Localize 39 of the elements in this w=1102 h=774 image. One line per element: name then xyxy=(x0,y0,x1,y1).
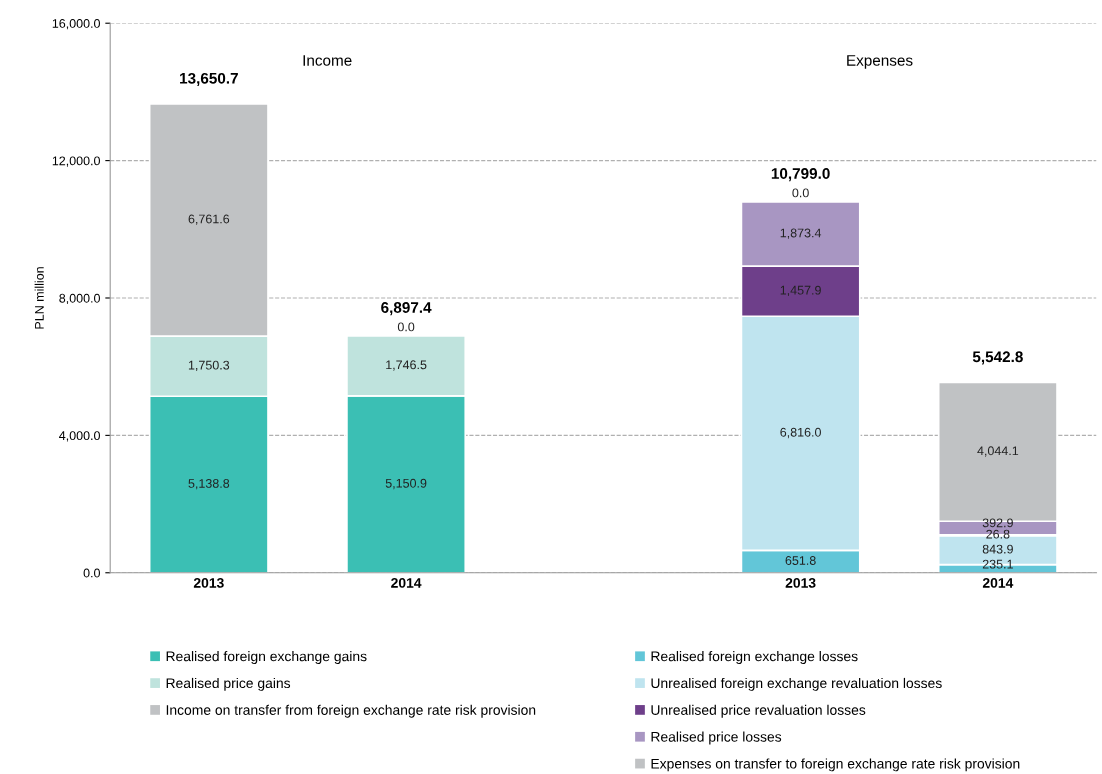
legend-label: Income on transfer from foreign exchange rate risk provision xyxy=(166,704,536,718)
x-tick-label: 2014 xyxy=(982,577,1014,588)
total-label: 10,799.0 xyxy=(771,168,830,182)
data-label: 0.0 xyxy=(397,322,415,332)
data-label: 5,138.8 xyxy=(188,479,230,490)
annotation: Income xyxy=(303,55,352,66)
legend-label: Realised foreign exchange losses xyxy=(651,651,858,664)
data-label: 6,761.6 xyxy=(188,214,230,225)
data-label: 5,150.9 xyxy=(385,478,427,490)
legend-label: Realised foreign exchange gains xyxy=(166,651,367,664)
data-label: 235.1 xyxy=(982,559,1013,569)
data-label: 26.8 xyxy=(986,529,1010,539)
total-label: 5,542.8 xyxy=(972,351,1023,365)
data-label: 0.0 xyxy=(792,188,809,198)
legend-label: Realised price losses xyxy=(651,731,782,745)
y-tick-label: 4,000.0 xyxy=(59,431,100,442)
data-label: 843.9 xyxy=(982,544,1013,554)
y-tick-label: 12,000.0 xyxy=(52,156,100,167)
legend-label: Unrealised foreign exchange revaluation losses xyxy=(651,677,942,691)
legend-label: Unrealised price revaluation losses xyxy=(651,704,866,718)
y-axis-title: PLN million xyxy=(34,267,44,329)
annotation: Expenses xyxy=(847,55,913,69)
data-label: 6,816.0 xyxy=(780,427,821,439)
data-label: 1,746.5 xyxy=(386,360,427,371)
data-label: 4,044.1 xyxy=(977,446,1019,457)
data-label: 1,457.9 xyxy=(780,285,821,297)
x-tick-label: 2013 xyxy=(193,577,224,588)
y-tick-label: 8,000.0 xyxy=(59,293,100,305)
x-tick-label: 2013 xyxy=(785,577,816,588)
y-tick-label: 16,000.0 xyxy=(52,19,100,30)
y-tick-label: 0.0 xyxy=(83,568,100,578)
x-tick-label: 2014 xyxy=(391,577,422,588)
total-label: 13,650.7 xyxy=(180,72,238,86)
data-label: 1,873.4 xyxy=(780,228,822,239)
data-label: 1,750.3 xyxy=(188,360,230,372)
data-label: 651.8 xyxy=(785,556,816,565)
legend-label: Realised price gains xyxy=(166,677,291,691)
legend-label: Expenses on transfer to foreign exchange rate risk provision xyxy=(651,758,1020,772)
total-label: 6,897.4 xyxy=(381,302,432,316)
